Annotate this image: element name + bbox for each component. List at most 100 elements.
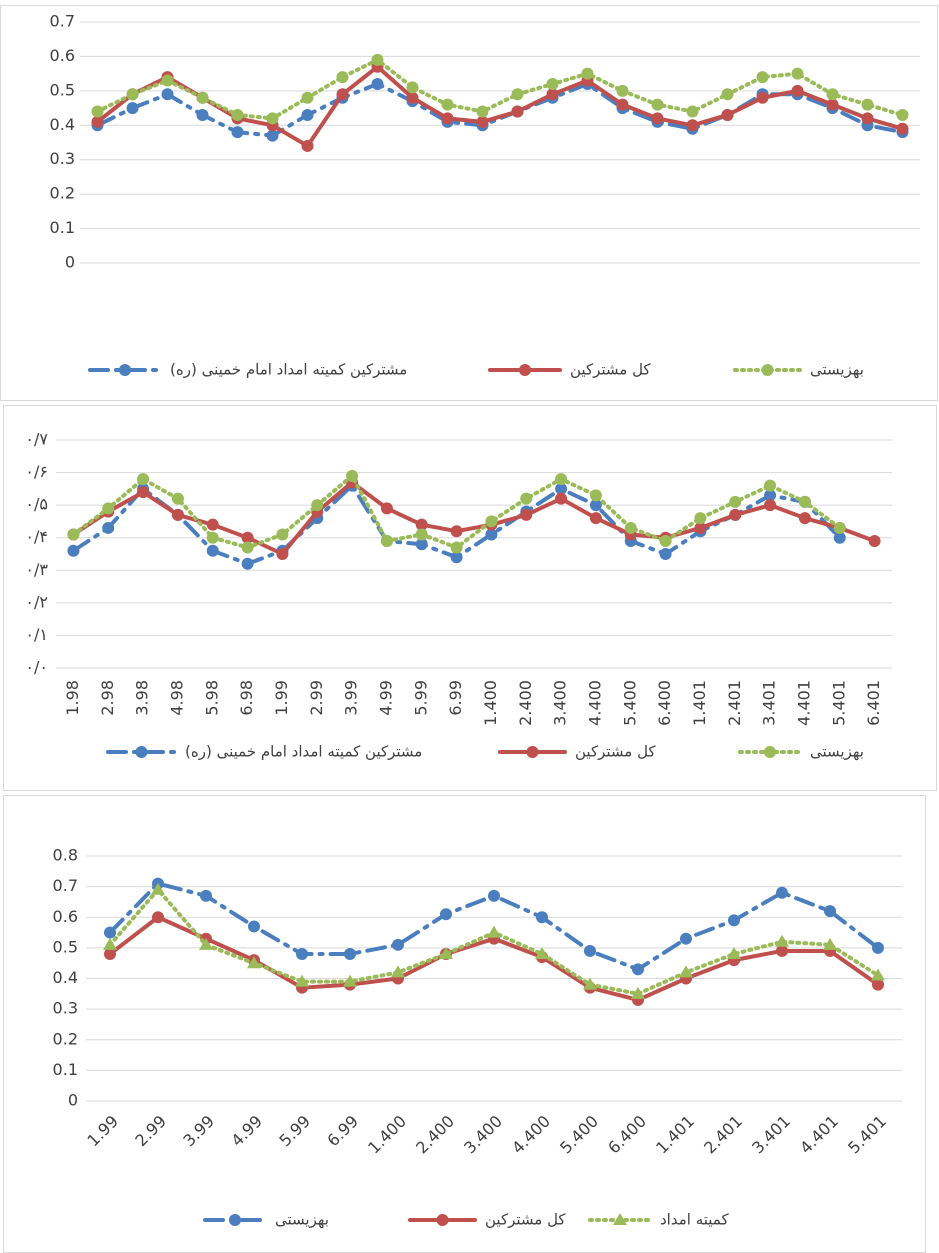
data-point — [861, 112, 874, 125]
data-point — [679, 965, 693, 978]
data-point — [441, 98, 454, 111]
data-point — [266, 112, 279, 125]
data-point — [861, 98, 874, 111]
x-tick-label: 2.98 — [98, 680, 117, 716]
data-point — [555, 482, 568, 495]
chart-frame — [3, 795, 926, 1253]
data-point — [896, 108, 909, 121]
data-point — [824, 905, 836, 918]
x-tick-label: 5.400 — [556, 1112, 602, 1158]
y-tick-label: 0 — [65, 253, 75, 272]
data-point — [415, 528, 428, 541]
data-point — [126, 102, 139, 115]
legend-label: کل مشترکین — [485, 1211, 566, 1229]
x-tick-label: 6.400 — [604, 1112, 650, 1158]
data-point — [589, 512, 602, 525]
data-point — [247, 956, 261, 969]
data-point — [441, 112, 454, 125]
y-tick-label: 0.6 — [53, 907, 78, 926]
data-point — [488, 889, 500, 902]
series-line — [95, 57, 905, 121]
data-point — [344, 948, 356, 960]
data-point — [137, 486, 150, 499]
data-point — [450, 541, 463, 554]
legend-marker — [119, 364, 131, 376]
legend-marker — [526, 746, 539, 758]
legend-label: بهزیستی — [810, 361, 864, 379]
data-point — [296, 948, 308, 960]
data-point — [694, 521, 707, 534]
x-tick-label: 6.401 — [864, 680, 883, 726]
data-point — [520, 508, 533, 521]
data-point — [659, 548, 672, 560]
data-point — [776, 944, 788, 957]
data-point — [694, 512, 707, 525]
legend-marker — [229, 1214, 241, 1226]
y-tick-label: 0.4 — [50, 115, 75, 134]
data-point — [476, 105, 489, 118]
x-tick-label: 1.400 — [481, 680, 500, 726]
data-point — [798, 495, 811, 508]
data-point — [659, 534, 672, 547]
y-tick-label: ۰/۴ — [25, 527, 48, 546]
data-point — [126, 88, 139, 101]
y-tick-label: ۰/۲ — [25, 592, 48, 611]
data-point — [152, 911, 164, 924]
data-point — [511, 105, 524, 118]
data-point — [200, 889, 212, 902]
x-tick-label: 1.400 — [364, 1112, 410, 1158]
x-tick-label: 3.401 — [748, 1112, 794, 1158]
data-point — [583, 977, 597, 990]
legend-label: مشترکین کمیته امداد امام خمینی (ره) — [170, 361, 407, 379]
data-point — [520, 492, 533, 505]
data-point — [555, 473, 568, 486]
data-point — [776, 886, 788, 899]
x-tick-label: 6.99 — [446, 680, 465, 716]
data-point — [616, 98, 629, 111]
y-tick-label: 0.1 — [50, 218, 75, 237]
y-tick-label: 0.1 — [53, 1060, 78, 1079]
data-point — [137, 473, 150, 486]
data-point — [241, 541, 254, 554]
x-tick-label: 3.401 — [760, 680, 779, 726]
legend-label: بهزیستی — [810, 743, 864, 761]
series-line — [95, 81, 905, 138]
data-point — [871, 968, 885, 981]
data-point — [161, 74, 174, 87]
data-point — [241, 557, 254, 570]
data-point — [775, 934, 789, 947]
y-tick-label: 0.4 — [53, 968, 78, 987]
x-tick-label: 2.99 — [131, 1112, 170, 1151]
data-point — [102, 521, 115, 534]
data-point — [406, 81, 419, 94]
data-point — [896, 122, 909, 135]
data-point — [439, 947, 453, 959]
data-point — [872, 978, 884, 991]
data-point — [764, 479, 777, 492]
data-point — [199, 937, 213, 950]
data-point — [450, 525, 463, 538]
x-tick-label: 6.98 — [237, 680, 256, 716]
legend-label: کمیته امداد — [660, 1211, 729, 1229]
data-point — [206, 531, 219, 544]
data-point — [791, 84, 804, 97]
data-point — [476, 115, 489, 128]
x-tick-label: 4.98 — [167, 680, 186, 716]
data-point — [756, 91, 769, 104]
legend-label: مشترکین کمیته امداد امام خمینی (ره) — [185, 743, 422, 761]
data-point — [823, 937, 837, 950]
x-tick-label: 3.98 — [133, 680, 152, 716]
legend-label: کل مشترکین — [570, 361, 651, 379]
data-point — [631, 986, 645, 999]
data-point — [231, 108, 244, 121]
data-point — [686, 105, 699, 118]
data-point — [151, 882, 165, 895]
data-point — [301, 139, 314, 152]
x-tick-label: 2.400 — [412, 1112, 458, 1158]
legend-marker — [761, 364, 774, 376]
data-point — [651, 98, 664, 111]
data-point — [624, 521, 637, 534]
data-point — [241, 531, 254, 544]
data-point — [487, 925, 501, 938]
data-point — [511, 88, 524, 101]
